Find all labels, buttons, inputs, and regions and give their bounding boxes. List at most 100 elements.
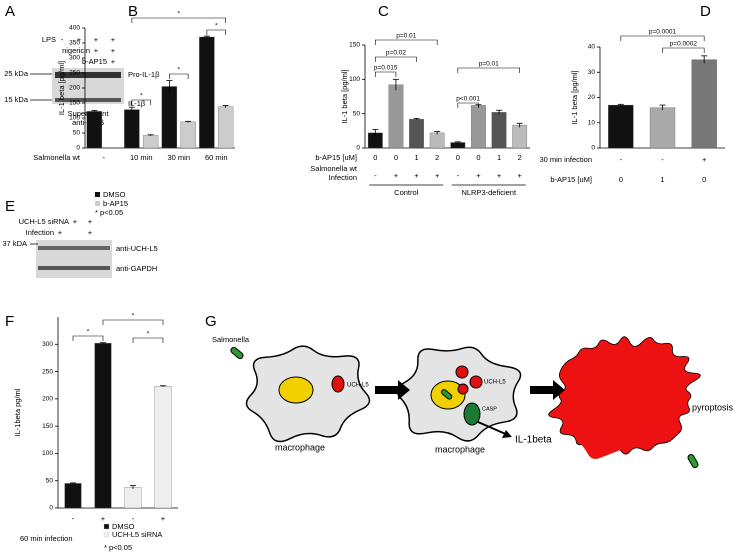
y-tick-label: 100 — [42, 450, 53, 457]
y-tick-label: 10 — [588, 119, 596, 126]
infection-mark: + — [435, 171, 440, 180]
y-axis-label: IL-1 beta [pg/ml] — [57, 61, 66, 115]
y-tick-label: 50 — [73, 130, 81, 137]
significance-label: p=0.0001 — [649, 29, 677, 36]
infection-mark: - — [374, 171, 377, 180]
band-label: anti-UCH-L5 — [116, 244, 158, 253]
x-tick-label: 0 — [373, 153, 377, 162]
lane-mark: + — [111, 35, 116, 44]
uchl5 — [469, 375, 483, 389]
row-label: Salmonella wt — [310, 164, 358, 173]
significance-bracket — [169, 73, 189, 79]
blot-band — [38, 246, 110, 250]
bar — [409, 119, 424, 149]
y-tick-label: 50 — [353, 110, 361, 117]
bar — [161, 86, 178, 149]
y-tick-label: 100 — [349, 76, 360, 83]
panel-letter: F — [5, 313, 14, 330]
marker-label: 37 kDA — [2, 239, 27, 248]
bar — [512, 125, 528, 149]
x-tick-label: + — [101, 514, 106, 523]
lane-mark: - — [61, 35, 64, 44]
arrow-head — [502, 430, 512, 438]
x-tick-label: 2 — [435, 153, 439, 162]
row-label: nigericin — [62, 46, 90, 55]
band-label: Pro-IL-1β — [128, 70, 160, 79]
y-tick-label: 400 — [69, 25, 80, 32]
y-tick-label: 0 — [356, 145, 360, 152]
phagosome — [278, 376, 314, 404]
x-tick-label: 2 — [518, 153, 522, 162]
infection-mark: + — [476, 171, 481, 180]
legend-swatch — [103, 531, 110, 538]
panel-letter: C — [378, 3, 389, 20]
bacterium — [230, 346, 244, 360]
diagram-label: CASP — [482, 406, 497, 412]
legend-label: b-AP15 — [103, 199, 128, 208]
debris — [573, 421, 625, 459]
y-tick-label: 350 — [69, 40, 80, 47]
group-label: NLRP3-deficient — [461, 188, 517, 197]
y-tick-label: 250 — [69, 70, 80, 77]
infection-mark: - — [661, 155, 664, 164]
x-tick-label: 0 — [476, 153, 480, 162]
row-label: Infection — [329, 173, 357, 182]
y-tick-label: 50 — [46, 477, 54, 484]
blot — [36, 240, 112, 278]
significance-bracket — [132, 337, 164, 343]
infection-mark: - — [457, 171, 460, 180]
significance-label: p=0.01 — [479, 61, 499, 68]
significance-label: * — [87, 329, 90, 336]
significance-label: p=0.02 — [386, 50, 406, 57]
row-label: b-AP15 [uM] — [550, 175, 592, 184]
legend-label: DMSO — [103, 190, 126, 199]
bar — [124, 109, 140, 149]
arrow — [375, 380, 410, 400]
blot-band — [55, 72, 121, 78]
panel-letter: E — [5, 198, 15, 215]
bar — [471, 105, 486, 149]
y-tick-label: 250 — [42, 368, 53, 375]
y-tick-label: 150 — [42, 423, 53, 430]
band-label: anti-GAPDH — [116, 264, 157, 273]
x-tick-label: - — [103, 153, 106, 162]
bacterium — [687, 454, 699, 468]
bar — [154, 386, 172, 509]
significance-label: * — [140, 93, 143, 100]
blot-band — [55, 98, 121, 102]
significance-bracket — [457, 102, 479, 108]
significance-label: * — [215, 23, 218, 30]
bar — [124, 487, 142, 509]
pyroptotic-cell — [548, 336, 701, 455]
row-label: b-AP15 [uM] — [315, 153, 357, 162]
significance-label: p<0.001 — [456, 96, 480, 103]
row-label: b-AP15 — [82, 57, 107, 66]
panel-letter: G — [205, 313, 217, 330]
y-tick-label: 20 — [588, 94, 596, 101]
arrow — [530, 380, 565, 400]
panel-letter: B — [128, 3, 138, 20]
significance-label: p=0.0002 — [670, 41, 698, 48]
row-label: UCH-L5 siRNA — [19, 217, 69, 226]
bar — [649, 107, 676, 149]
infection-mark: - — [620, 155, 623, 164]
significance-label: * — [177, 11, 180, 18]
x-tick-label: + — [161, 514, 166, 523]
significance-bracket — [206, 29, 226, 35]
infection-mark: + — [394, 171, 399, 180]
diagram-label: Salmonella — [212, 335, 250, 344]
y-tick-label: 150 — [69, 100, 80, 107]
x-tick-label: 0 — [394, 153, 398, 162]
bar — [491, 112, 507, 149]
note: * p<0.05 — [95, 208, 123, 217]
y-tick-label: 200 — [69, 85, 80, 92]
infection-mark: + — [702, 155, 707, 164]
lane-mark: + — [58, 228, 63, 237]
blot-band — [38, 266, 110, 270]
diagram-label: UCH-L5 — [484, 380, 506, 386]
y-tick-label: 200 — [42, 396, 53, 403]
significance-bracket — [457, 67, 520, 73]
uchl5 — [455, 365, 469, 379]
lane-mark: + — [94, 46, 99, 55]
